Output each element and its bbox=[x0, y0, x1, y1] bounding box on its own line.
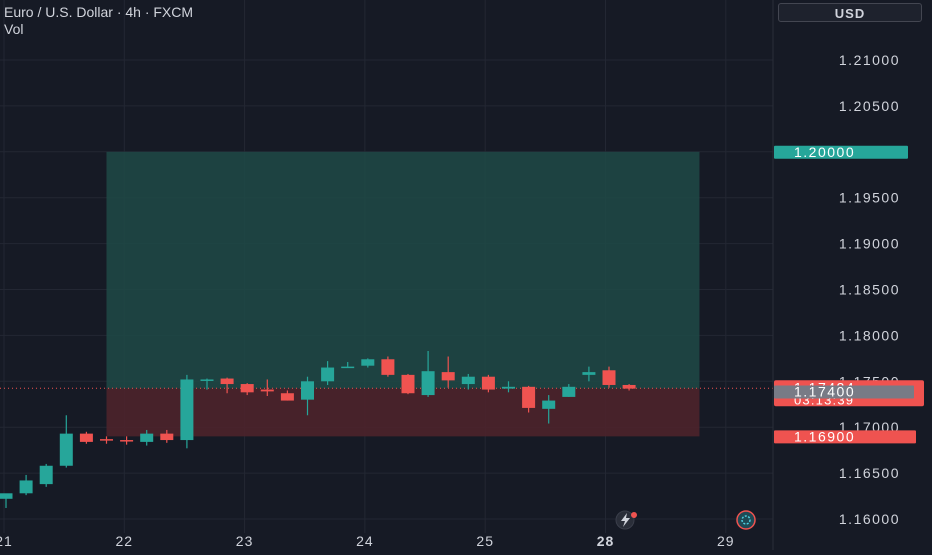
candle-body[interactable] bbox=[522, 386, 536, 408]
y-tick-label: 1.16000 bbox=[839, 511, 900, 527]
target-price-label: 1.20000 bbox=[794, 144, 855, 160]
loss-zone[interactable] bbox=[106, 388, 700, 437]
lightning-bolt-icon bbox=[621, 513, 630, 527]
candle-body[interactable] bbox=[582, 372, 596, 375]
candle-body[interactable] bbox=[321, 367, 335, 382]
candle-body[interactable] bbox=[481, 376, 495, 390]
candle-body[interactable] bbox=[140, 433, 154, 442]
settings-icon[interactable] bbox=[736, 510, 756, 530]
candle-body[interactable] bbox=[461, 376, 475, 385]
x-tick-label: 28 bbox=[597, 533, 615, 549]
candle-body[interactable] bbox=[381, 359, 395, 375]
profit-zone[interactable] bbox=[106, 151, 700, 389]
candle-body[interactable] bbox=[542, 400, 556, 409]
gear-icon bbox=[741, 515, 751, 525]
candle-body[interactable] bbox=[59, 433, 73, 466]
candle-body[interactable] bbox=[260, 389, 274, 392]
y-tick-label: 1.21000 bbox=[839, 52, 900, 68]
stop-price-label-box[interactable] bbox=[774, 430, 916, 444]
candle-body[interactable] bbox=[79, 433, 93, 442]
candle-body[interactable] bbox=[200, 379, 214, 381]
y-tick-label: 1.19500 bbox=[839, 190, 900, 206]
x-tick-label: 22 bbox=[116, 533, 134, 549]
volume-label: Vol bbox=[4, 21, 24, 37]
x-tick-label: 25 bbox=[476, 533, 494, 549]
candle-body[interactable] bbox=[100, 439, 113, 441]
price-axis-background bbox=[774, 0, 932, 550]
candle-body[interactable] bbox=[401, 374, 415, 394]
entry-price-label-box[interactable] bbox=[774, 385, 914, 399]
candle-body[interactable] bbox=[180, 379, 194, 441]
candle-body[interactable] bbox=[622, 384, 636, 389]
y-tick-label: 1.18500 bbox=[839, 282, 900, 298]
x-tick-label: 29 bbox=[717, 533, 735, 549]
y-tick-label: 1.20500 bbox=[839, 98, 900, 114]
candle-body[interactable] bbox=[361, 359, 375, 366]
candle-body[interactable] bbox=[502, 386, 515, 389]
candle-body[interactable] bbox=[240, 384, 254, 393]
candle-body[interactable] bbox=[39, 465, 53, 485]
y-tick-label: 1.18000 bbox=[839, 327, 900, 343]
y-tick-label: 1.16500 bbox=[839, 465, 900, 481]
candle-body[interactable] bbox=[0, 493, 13, 499]
candle-body[interactable] bbox=[280, 393, 294, 401]
candle-body[interactable] bbox=[562, 386, 576, 397]
y-tick-label: 1.19000 bbox=[839, 236, 900, 252]
x-tick-label: 21 bbox=[0, 533, 13, 549]
candle-body[interactable] bbox=[301, 381, 314, 400]
symbol-title[interactable]: Euro / U.S. Dollar · 4h · FXCM bbox=[4, 4, 194, 20]
candle-body[interactable] bbox=[160, 433, 174, 441]
candle-body[interactable] bbox=[421, 371, 435, 396]
target-price-label-box[interactable] bbox=[774, 145, 908, 159]
candle-body[interactable] bbox=[220, 378, 234, 385]
entry-price-label: 1.17400 bbox=[794, 383, 855, 399]
candle-body[interactable] bbox=[120, 440, 134, 442]
notification-dot-icon bbox=[631, 512, 637, 518]
symbol-legend: Euro / U.S. Dollar · 4h · FXCM Vol bbox=[4, 4, 193, 38]
candle-body[interactable] bbox=[602, 370, 616, 385]
x-tick-label: 24 bbox=[356, 533, 374, 549]
stop-price-label: 1.16900 bbox=[794, 428, 855, 444]
candle-body[interactable] bbox=[341, 366, 355, 369]
candle-body[interactable] bbox=[19, 480, 33, 494]
x-tick-label: 23 bbox=[236, 533, 254, 549]
currency-button[interactable]: USD bbox=[778, 3, 922, 22]
candle-body[interactable] bbox=[441, 372, 455, 381]
